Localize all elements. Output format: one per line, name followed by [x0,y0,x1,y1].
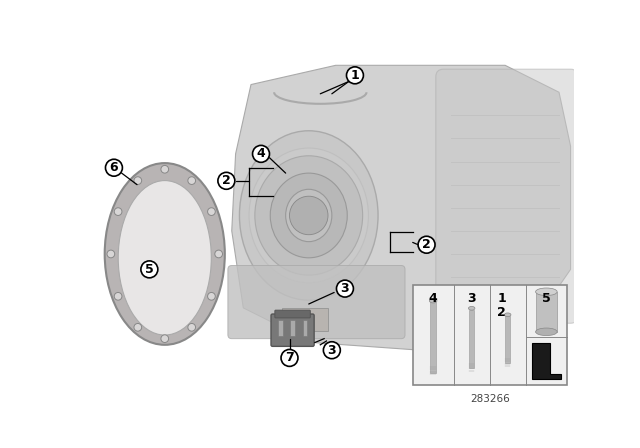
Bar [303,320,307,336]
Ellipse shape [429,299,437,303]
Text: 4: 4 [429,293,438,306]
Text: 3: 3 [467,293,476,306]
Text: 5: 5 [145,263,154,276]
Circle shape [418,236,435,253]
Bar [278,320,283,336]
FancyBboxPatch shape [436,69,579,323]
Circle shape [188,323,196,331]
Polygon shape [232,65,570,350]
Text: 2: 2 [422,238,431,251]
Circle shape [188,177,196,185]
Circle shape [207,208,215,215]
Ellipse shape [504,313,511,317]
Circle shape [107,250,115,258]
Circle shape [218,172,235,190]
FancyBboxPatch shape [228,266,405,339]
Text: 5: 5 [542,293,551,306]
Text: 1: 1 [497,293,506,306]
Circle shape [253,146,269,162]
Polygon shape [282,308,328,331]
Ellipse shape [536,288,557,296]
Ellipse shape [536,328,557,336]
Ellipse shape [255,156,363,275]
Ellipse shape [118,181,211,335]
Circle shape [323,342,340,359]
Text: 3: 3 [328,344,336,357]
Text: 3: 3 [340,282,349,295]
Bar [469,310,474,368]
FancyBboxPatch shape [275,310,310,318]
Ellipse shape [239,131,378,300]
Circle shape [337,280,353,297]
Ellipse shape [468,306,475,310]
Circle shape [161,335,168,343]
FancyBboxPatch shape [271,314,314,346]
Ellipse shape [105,163,225,345]
Circle shape [134,177,141,185]
Text: 6: 6 [109,161,118,174]
Text: 2: 2 [222,174,231,187]
Circle shape [114,293,122,300]
Bar [506,316,510,363]
Bar [413,285,566,385]
Circle shape [141,261,158,278]
Text: 7: 7 [285,351,294,364]
Polygon shape [532,343,561,379]
Ellipse shape [285,190,332,241]
Circle shape [134,323,141,331]
Text: 283266: 283266 [470,394,509,404]
Circle shape [106,159,122,176]
Ellipse shape [249,148,369,283]
Circle shape [215,250,223,258]
Circle shape [207,293,215,300]
Circle shape [346,67,364,84]
Circle shape [289,196,328,235]
Circle shape [161,165,168,173]
Text: 4: 4 [257,147,266,160]
Bar [291,320,295,336]
Circle shape [281,349,298,366]
Bar [536,292,557,332]
Circle shape [114,208,122,215]
Text: 1: 1 [351,69,359,82]
Ellipse shape [270,173,348,258]
Text: 2: 2 [497,306,506,319]
Bar [431,302,436,373]
